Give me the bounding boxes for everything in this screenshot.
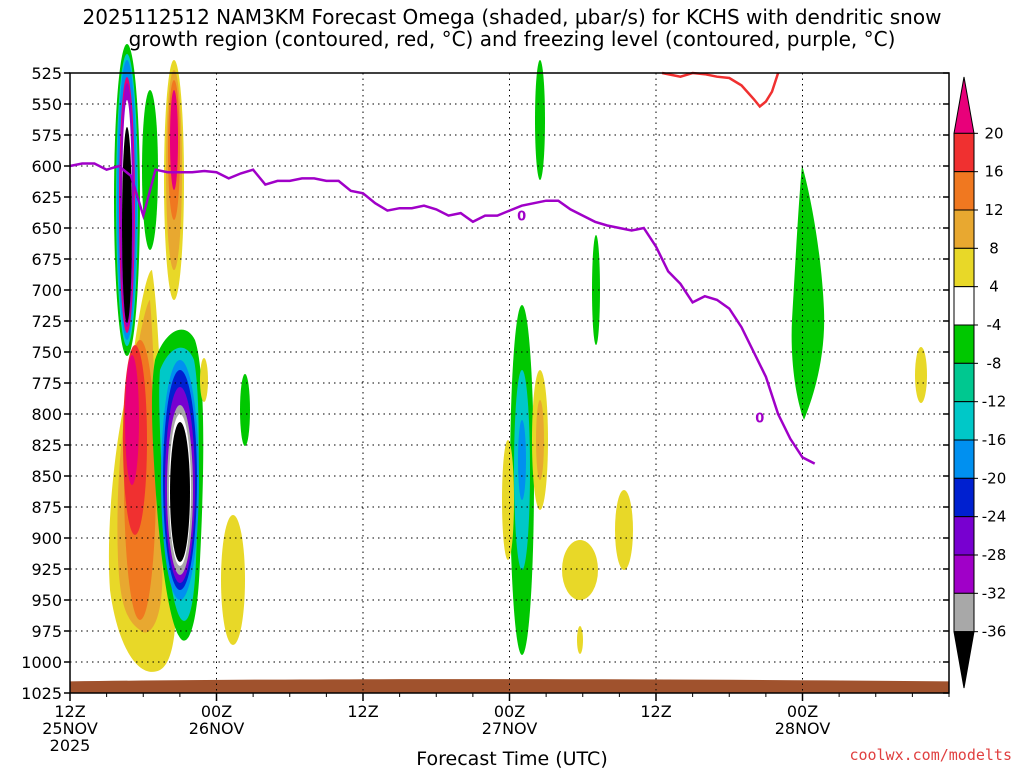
y-tick-label: 650 <box>31 219 62 238</box>
y-tick-label: 750 <box>31 343 62 362</box>
y-tick-label: 700 <box>31 281 62 300</box>
omega-blob <box>518 420 526 500</box>
y-tick-label: 625 <box>31 188 62 207</box>
colorbar-label: -24 <box>982 508 1007 526</box>
colorbar-swatch <box>953 592 975 633</box>
colorbar-label: 4 <box>989 278 999 296</box>
colorbar-swatch <box>953 631 975 689</box>
y-tick-label: 825 <box>31 436 62 455</box>
y-tick-label: 725 <box>31 312 62 331</box>
y-tick-label: 1025 <box>21 684 62 703</box>
x-tick-label: 28NOV <box>775 719 831 738</box>
omega-blob <box>562 540 598 600</box>
omega-blob <box>125 355 139 485</box>
colorbar-label: -28 <box>982 546 1007 564</box>
colorbar-label: -12 <box>982 393 1007 411</box>
colorbar-label: -8 <box>987 354 1002 372</box>
colorbar-swatch <box>953 171 975 211</box>
omega-blob <box>791 165 825 420</box>
colorbar-swatch <box>953 132 975 173</box>
x-tick-label: 12Z <box>347 702 378 721</box>
omega-blob <box>221 515 245 645</box>
terrain-fill <box>70 679 949 693</box>
colorbar-label: 12 <box>984 201 1003 219</box>
colorbar-label: -16 <box>982 431 1007 449</box>
y-tick-label: 600 <box>31 157 62 176</box>
omega-blob <box>240 374 250 446</box>
x-tick-label: 12Z <box>640 702 671 721</box>
colorbar-swatch <box>953 439 975 479</box>
x-tick-label: 2025 <box>50 736 91 755</box>
colorbar-label: -32 <box>982 584 1007 602</box>
credit-text: coolwx.com/modelts <box>849 746 1012 764</box>
omega-blob <box>577 626 583 654</box>
omega-blob <box>592 235 600 345</box>
omega-blob <box>170 422 190 562</box>
freezing-level-label: 0 <box>517 210 526 225</box>
omega-blob <box>915 347 927 403</box>
freezing-level-labels: 00 <box>517 210 764 427</box>
colorbar-swatch <box>953 209 975 249</box>
x-tick-label: 26NOV <box>189 719 245 738</box>
x-tick-label: 00Z <box>201 702 232 721</box>
y-tick-label: 875 <box>31 498 62 517</box>
omega-blob <box>615 490 633 570</box>
freezing-level-label: 0 <box>755 412 764 427</box>
omega-blob <box>536 400 544 480</box>
y-tick-label: 800 <box>31 405 62 424</box>
omega-blob <box>535 60 545 180</box>
y-tick-label: 950 <box>31 591 62 610</box>
colorbar-swatch <box>953 554 975 594</box>
colorbar-swatch <box>953 286 975 326</box>
colorbar-swatch <box>953 324 975 364</box>
colorbar-swatch <box>953 76 975 134</box>
y-tick-label: 850 <box>31 467 62 486</box>
colorbar-label: 8 <box>989 239 999 257</box>
y-tick-label: 1000 <box>21 653 62 672</box>
x-tick-label: 12Z <box>54 702 85 721</box>
x-tick-label: 00Z <box>787 702 818 721</box>
omega-blob <box>502 440 514 560</box>
y-tick-label: 525 <box>31 64 62 83</box>
colorbar-swatch <box>953 362 975 403</box>
y-tick-label: 675 <box>31 250 62 269</box>
chart-title-line2: growth region (contoured, red, °C) and f… <box>128 27 896 51</box>
colorbar-swatch <box>953 516 975 556</box>
y-axis: 525 550 575 600 625 650 675 700 725 750 775 800 825 8… <box>21 64 949 703</box>
x-tick-label: 00Z <box>494 702 525 721</box>
omega-blob <box>170 90 178 190</box>
colorbar-label: -36 <box>982 623 1007 641</box>
chart-title-line1: 2025112512 NAM3KM Forecast Omega (shaded… <box>82 5 942 29</box>
omega-blob <box>200 358 208 402</box>
colorbar-swatch <box>953 401 975 441</box>
colorbar-label: 16 <box>984 163 1003 181</box>
freezing-level-contour <box>69 162 816 465</box>
x-tick-label: 27NOV <box>482 719 538 738</box>
colorbar: 20 16 12 8 4 -4 -8 -12 -16 -20 -24 -28 -32 -36 <box>953 76 1007 689</box>
terrain-area <box>70 679 949 693</box>
y-tick-label: 975 <box>31 622 62 641</box>
x-tick-label: 25NOV <box>42 719 98 738</box>
colorbar-label: 20 <box>984 124 1003 142</box>
omega-blob <box>122 127 132 323</box>
dgz-contour <box>661 71 780 109</box>
colorbar-label: -20 <box>982 469 1007 487</box>
colorbar-swatch <box>953 477 975 518</box>
omega-shading <box>108 44 927 672</box>
colorbar-label: -4 <box>987 316 1002 334</box>
colorbar-swatch <box>953 247 975 288</box>
y-tick-label: 900 <box>31 529 62 548</box>
y-tick-label: 775 <box>31 374 62 393</box>
y-tick-label: 925 <box>31 560 62 579</box>
y-tick-label: 550 <box>31 95 62 114</box>
y-tick-label: 575 <box>31 126 62 145</box>
x-axis-label: Forecast Time (UTC) <box>416 748 608 770</box>
